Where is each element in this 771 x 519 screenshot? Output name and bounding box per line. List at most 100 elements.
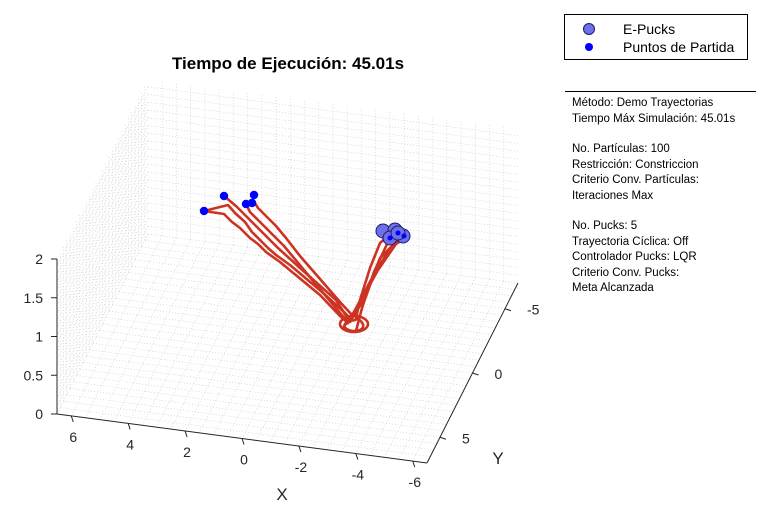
grid-line-back (147, 109, 519, 160)
grid-line-floor (144, 240, 515, 290)
y-tick-label: 0 (495, 366, 503, 382)
info-line: Meta Alcanzada (572, 282, 654, 294)
grid-line-floor (341, 271, 433, 452)
legend: E-Pucks Puntos de Partida (564, 14, 748, 60)
grid-line-back (147, 101, 519, 152)
grid-line-side (56, 195, 149, 376)
grid-line-floor (76, 375, 447, 425)
x-tick-label: 4 (126, 436, 134, 452)
grid-line-back (147, 202, 519, 253)
grid-line-floor (108, 310, 480, 361)
grid-line-floor (66, 394, 437, 445)
z-tick-label: 1.5 (24, 290, 44, 306)
grid-line-side (56, 102, 149, 283)
grid-line-floor (298, 265, 391, 447)
grid-line-floor (369, 275, 462, 456)
info-line: Método: Demo Trayectorias (572, 97, 714, 109)
start-point-marker (199, 206, 209, 216)
grid-line-back (147, 187, 519, 237)
grid-line-back (147, 179, 519, 230)
grid-line-floor (70, 235, 163, 417)
grid-line-floor (125, 278, 496, 329)
grid-line-back (147, 163, 519, 214)
x-tick-label: 0 (240, 452, 248, 468)
y-tick-label: 5 (462, 430, 470, 446)
grid-line-side (56, 202, 149, 384)
grid-line-floor (115, 297, 486, 348)
goal-point-marker (401, 233, 407, 239)
goal-point-marker (387, 235, 393, 241)
grid-line-floor (89, 349, 460, 400)
grid-line-floor (128, 272, 499, 322)
grid-line-floor (73, 381, 444, 432)
grid-line-floor (79, 368, 450, 419)
grid-line-back (147, 117, 519, 168)
x-tick-label: 2 (183, 444, 191, 460)
x-tick-mark (184, 430, 188, 438)
x-tick-mark (355, 453, 359, 460)
z-tick-label: 0 (35, 406, 43, 422)
grid-line-side (56, 94, 149, 275)
info-line: Trayectoria Cíclica: Off (572, 235, 689, 248)
grid-line-floor (127, 243, 220, 424)
grid-line-floor (69, 387, 441, 438)
chart-title: Tiempo de Ejecución: 45.01s (172, 54, 404, 73)
info-panel: Método: Demo Trayectorias Tiempo Máx Simu… (572, 96, 735, 297)
start-point-marker (247, 198, 257, 208)
info-line: Criterio Conv. Partículas: (572, 174, 699, 186)
axis-lines (56, 259, 519, 464)
grid-line-side (56, 133, 149, 314)
grid-line-floor (412, 280, 505, 462)
grid-line-back (147, 218, 519, 268)
grid-line-floor (102, 323, 473, 374)
grid-line-floor (384, 277, 476, 458)
grid-line-side (56, 226, 149, 407)
grid-line-side (56, 233, 149, 415)
grid-line-floor (398, 279, 490, 460)
grid-line-floor (227, 256, 320, 437)
grid-line-floor (156, 247, 248, 428)
info-line: Controlador Pucks: LQR (572, 251, 697, 263)
grid-line-side (56, 140, 149, 322)
x-tick-mark (70, 415, 74, 423)
info-line: Restricción: Constriccion (572, 158, 699, 171)
grid-line-back (147, 194, 519, 245)
grid-line-floor (82, 362, 454, 412)
goal-point-marker (395, 230, 401, 236)
grid-line-back (147, 210, 519, 261)
trajectory-lines (203, 195, 409, 334)
grid-line-side (56, 171, 149, 353)
trajectory-2 (203, 209, 396, 333)
grid-line-side (56, 109, 149, 291)
grid-line-floor (85, 237, 177, 418)
x-tick-label: 6 (69, 429, 77, 445)
grid-line-side (56, 148, 149, 329)
grid-line-floor (312, 267, 405, 449)
grid-line-floor (105, 317, 476, 367)
grid-line-floor (355, 273, 448, 454)
grid-line-side (56, 86, 149, 267)
grid-line-back (147, 225, 519, 276)
trajectory-3 (223, 195, 399, 324)
start-point-marker (249, 190, 259, 200)
info-line: Criterio Conv. Pucks: (572, 266, 680, 279)
grid-line-back (147, 86, 519, 137)
grid-line-floor (92, 342, 463, 393)
legend-label-puntos-de-partida: Puntos de Partida (623, 39, 735, 55)
legend-marker-e-pucks (583, 23, 595, 35)
grid-line-floor (113, 241, 206, 422)
grid-line-back (147, 94, 519, 144)
grid-line-side (56, 187, 149, 368)
grid-line-floor (112, 304, 483, 355)
x-tick-mark (298, 445, 302, 453)
grid-line-back (147, 148, 519, 199)
z-tick-label: 0.5 (24, 367, 44, 383)
info-divider (565, 91, 756, 92)
y-tick-mark (504, 308, 512, 312)
grid-lines (56, 80, 519, 462)
grid-line-back (147, 125, 519, 175)
grid-line-back (147, 156, 519, 206)
grid-line-floor (184, 250, 277, 432)
legend-box (564, 14, 748, 60)
